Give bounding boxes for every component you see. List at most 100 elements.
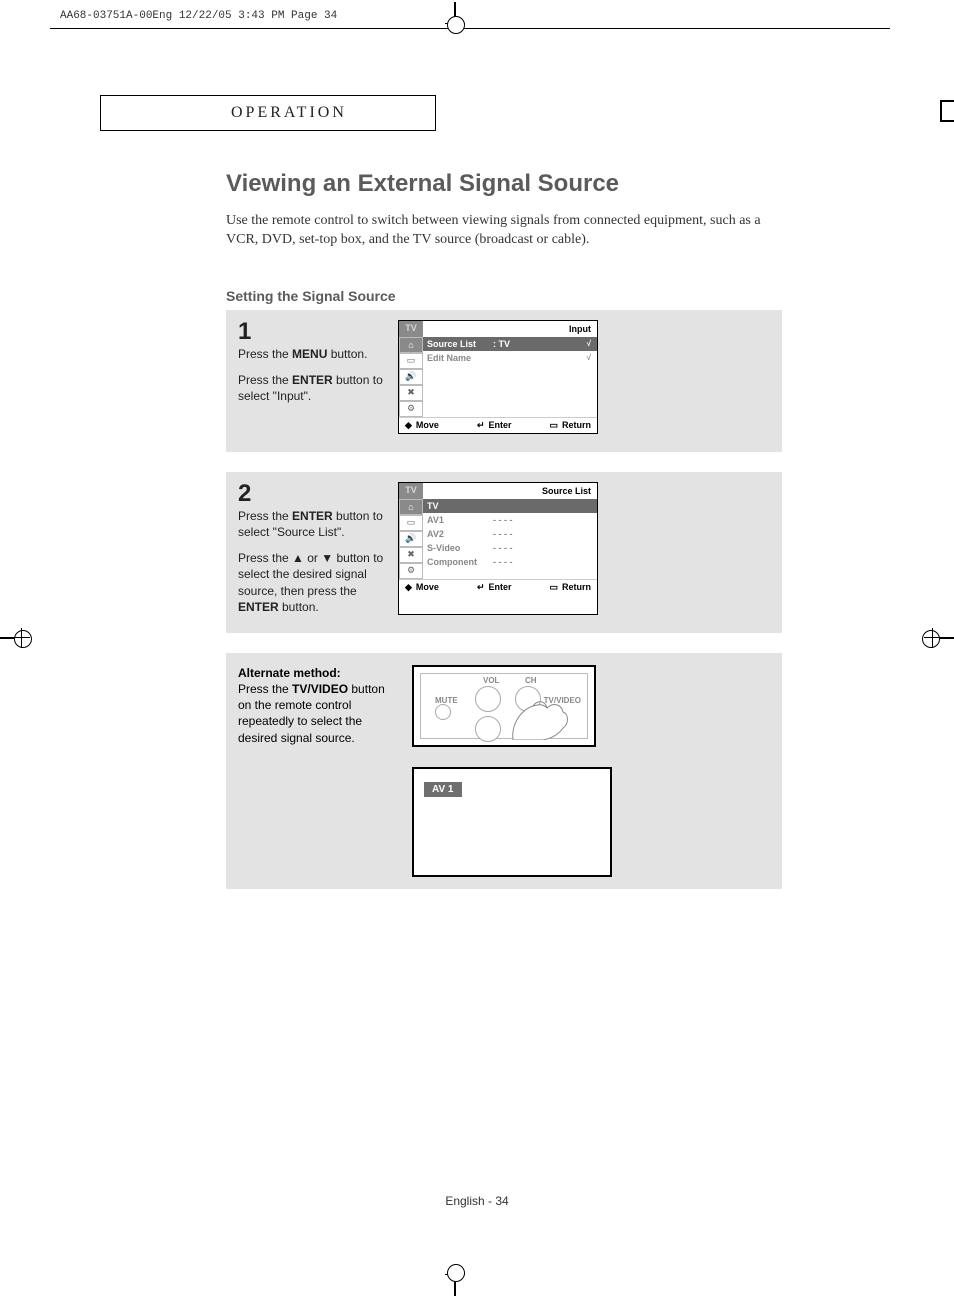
osd-row-label: Edit Name xyxy=(427,353,493,363)
osd-row: S-Video - - - - xyxy=(423,541,597,555)
step-1-box: 1 Press the MENU button. Press the ENTER… xyxy=(226,310,782,452)
t: button. xyxy=(279,600,319,614)
crop-mark-right xyxy=(914,628,954,648)
osd-row-val: - - - - xyxy=(493,529,591,539)
osd-footer: ◆ Move ↵ Enter ▭ Return xyxy=(399,417,597,433)
crop-mark-top xyxy=(445,2,465,28)
osd-footer: ◆ Move ↵ Enter ▭ Return xyxy=(399,579,597,595)
osd-row: Edit Name √ xyxy=(423,351,597,365)
foot-enter: Enter xyxy=(488,420,511,430)
t: Press the xyxy=(238,682,292,696)
step-1-text: 1 Press the MENU button. Press the ENTER… xyxy=(238,320,386,434)
tv-screen-diagram: AV 1 xyxy=(412,767,612,877)
page-title: Viewing an External Signal Source xyxy=(226,170,782,198)
t: Press the xyxy=(238,347,292,361)
osd-icon-col: ⌂ ▭ 🔊 ✖ ⚙ xyxy=(399,499,423,579)
foot-enter: Enter xyxy=(488,582,511,592)
av-badge: AV 1 xyxy=(424,782,462,797)
osd-icon: ⌂ xyxy=(399,499,423,515)
vol-down-icon xyxy=(475,716,501,742)
down-icon: ▼ xyxy=(321,551,333,565)
return-icon: ▭ xyxy=(550,420,559,431)
osd-row-val: : TV xyxy=(493,339,587,349)
t: or xyxy=(304,551,321,565)
alt-text: Alternate method: Press the TV/VIDEO but… xyxy=(238,665,398,746)
osd-list: TV AV1 - - - - AV2 - - - - S-Video - - -… xyxy=(423,499,597,579)
osd-icon: ▭ xyxy=(399,515,423,531)
osd-row: AV2 - - - - xyxy=(423,527,597,541)
updown-icon: ◆ xyxy=(405,420,412,431)
top-rule xyxy=(50,28,890,29)
remote-diagram: VOL CH MUTE TV/VIDEO xyxy=(412,665,596,747)
intro-text: Use the remote control to switch between… xyxy=(226,212,782,250)
osd-row-label: Source List xyxy=(427,339,493,349)
step-2-text: 2 Press the ENTER button to select "Sour… xyxy=(238,482,386,615)
osd-row-label: AV2 xyxy=(427,529,493,539)
section-label: OPERATION xyxy=(231,104,347,122)
osd-icon: ⚙ xyxy=(399,563,423,579)
t: MENU xyxy=(292,347,327,361)
osd-row-label: Component xyxy=(427,557,493,567)
arrow-right-icon: √ xyxy=(587,339,591,348)
updown-icon: ◆ xyxy=(405,582,412,593)
t: ENTER xyxy=(238,600,279,614)
vol-label: VOL xyxy=(483,676,499,685)
foot-return: Return xyxy=(562,582,591,592)
foot-return: Return xyxy=(562,420,591,430)
osd-icon: ⚙ xyxy=(399,401,423,417)
print-stamp: AA68-03751A-00Eng 12/22/05 3:43 PM Page … xyxy=(60,10,337,22)
foot-move: Move xyxy=(416,420,439,430)
osd-row-val: - - - - xyxy=(493,543,591,553)
osd-row-val: - - - - xyxy=(493,515,591,525)
step-2-box: 2 Press the ENTER button to select "Sour… xyxy=(226,472,782,633)
subheading: Setting the Signal Source xyxy=(226,288,782,304)
step-2-num: 2 xyxy=(238,482,386,506)
osd-title: Input xyxy=(423,321,597,337)
alternate-method-box: Alternate method: Press the TV/VIDEO but… xyxy=(226,653,782,889)
osd-icon: ✖ xyxy=(399,385,423,401)
enter-icon: ↵ xyxy=(477,420,485,431)
page-body: Viewing an External Signal Source Use th… xyxy=(226,170,782,889)
osd-icon: 🔊 xyxy=(399,531,423,547)
return-icon: ▭ xyxy=(550,582,559,593)
foot-move: Move xyxy=(416,582,439,592)
vol-up-icon xyxy=(475,686,501,712)
osd-icon: ⌂ xyxy=(399,337,423,353)
osd-row-val: - - - - xyxy=(493,557,591,567)
osd-row-label: TV xyxy=(427,501,493,511)
alt-heading: Alternate method: xyxy=(238,666,341,680)
crop-mark-bottom xyxy=(445,1270,465,1296)
osd-row: Source List : TV √ xyxy=(423,337,597,351)
step-1-num: 1 xyxy=(238,320,386,344)
t: Press the xyxy=(238,373,292,387)
enter-icon: ↵ xyxy=(477,582,485,593)
osd-icon-col: ⌂ ▭ 🔊 ✖ ⚙ xyxy=(399,337,423,417)
osd-row: Component - - - - xyxy=(423,555,597,569)
page-footer: English - 34 xyxy=(0,1194,954,1208)
osd-source-list: TV Source List ⌂ ▭ 🔊 ✖ ⚙ TV xyxy=(398,482,598,615)
osd-row-label: S-Video xyxy=(427,543,493,553)
osd-list: Source List : TV √ Edit Name √ xyxy=(423,337,597,417)
ch-label: CH xyxy=(525,676,537,685)
t: Press the xyxy=(238,509,292,523)
osd-title: Source List xyxy=(423,483,597,499)
osd-icon: 🔊 xyxy=(399,369,423,385)
osd-row-label: AV1 xyxy=(427,515,493,525)
mute-label: MUTE xyxy=(435,696,458,705)
mute-button-icon xyxy=(435,704,451,720)
hand-icon xyxy=(503,694,573,740)
osd-tv-label: TV xyxy=(399,321,423,337)
crop-mark-left xyxy=(0,628,40,648)
right-tick xyxy=(940,100,954,122)
t: button. xyxy=(327,347,367,361)
section-box: OPERATION xyxy=(100,95,436,131)
osd-tv-label: TV xyxy=(399,483,423,499)
t: ENTER xyxy=(292,373,333,387)
up-icon: ▲ xyxy=(292,551,304,565)
t: Press the xyxy=(238,551,292,565)
t: ENTER xyxy=(292,509,333,523)
osd-icon: ▭ xyxy=(399,353,423,369)
arrow-right-icon: √ xyxy=(587,353,591,362)
t: TV/VIDEO xyxy=(292,682,348,696)
osd-icon: ✖ xyxy=(399,547,423,563)
